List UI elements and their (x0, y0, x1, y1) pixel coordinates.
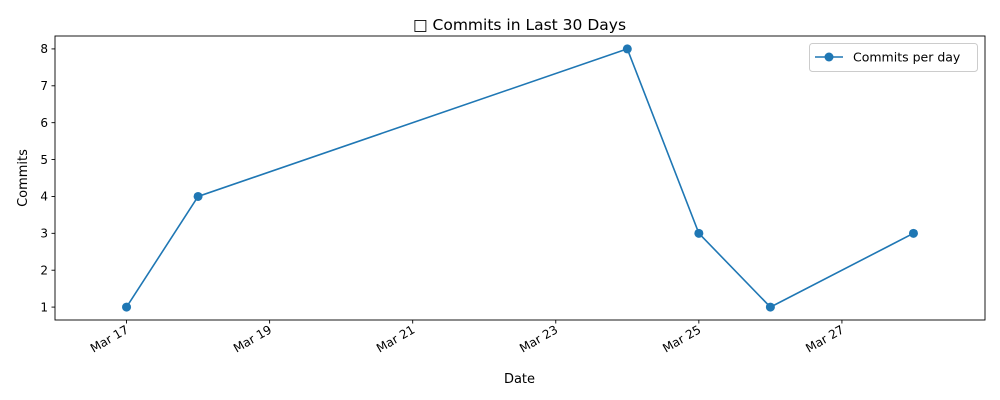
y-tick-label: 1 (40, 300, 48, 314)
data-point (122, 302, 132, 312)
legend-box (809, 43, 978, 72)
y-tick-label: 3 (40, 227, 48, 241)
y-tick-label: 4 (40, 190, 48, 204)
data-point (622, 44, 632, 54)
y-tick-label: 8 (40, 42, 48, 56)
series-line-commits-per-day (125, 47, 914, 309)
legend-label: Commits per day (853, 50, 961, 65)
data-point (765, 302, 775, 312)
y-tick-label: 2 (40, 263, 48, 277)
y-tick-label: 6 (40, 116, 48, 130)
data-point (908, 228, 918, 238)
legend-marker (824, 52, 834, 62)
chart-title: □ Commits in Last 30 Days (413, 16, 626, 34)
y-axis-ticks: 1 2 3 4 5 6 7 8 (40, 42, 55, 314)
data-point (193, 191, 203, 201)
y-tick-label: 7 (40, 79, 48, 93)
legend: Commits per day (809, 43, 978, 72)
y-tick-label: 5 (40, 153, 48, 167)
series-points-commits-per-day (122, 44, 918, 312)
x-axis-label: Date (504, 372, 535, 387)
plot-frame (54, 35, 986, 321)
y-axis-label: Commits (16, 149, 31, 207)
plot-content (122, 44, 918, 312)
data-point (694, 228, 704, 238)
